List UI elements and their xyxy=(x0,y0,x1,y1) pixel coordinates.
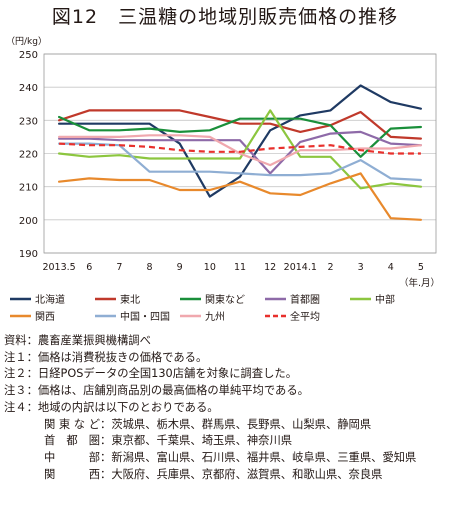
series-line xyxy=(57,109,422,190)
region-row: 関西 ： 大阪府、兵庫県、京都府、滋賀県、和歌山県、奈良県 xyxy=(44,467,383,481)
x-tick-label: 2 xyxy=(327,262,333,273)
y-tick-label: 220 xyxy=(19,150,38,161)
x-tick-label: 6 xyxy=(86,262,92,273)
series-line xyxy=(57,172,422,221)
legend-label: 関東など xyxy=(205,293,245,306)
x-tick-label: 8 xyxy=(147,262,153,273)
legend-label: 関西 xyxy=(35,311,55,323)
series-line xyxy=(57,130,422,175)
note-source: 資料： 農畜産業振興機構調べ xyxy=(4,334,151,347)
y-tick-label: 210 xyxy=(19,183,38,194)
legend-label: 九州 xyxy=(205,311,225,323)
note-1: 注１： 価格は消費税抜きの価格である。 xyxy=(4,350,208,364)
series-line xyxy=(57,84,422,198)
legend-label: 東北 xyxy=(120,293,140,306)
y-tick-label: 250 xyxy=(19,50,38,61)
series-line xyxy=(57,134,422,167)
x-axis-unit-label: （年.月） xyxy=(399,277,440,289)
plot-frame xyxy=(43,53,437,254)
x-tick-label: 9 xyxy=(177,262,183,273)
y-tick-label: 200 xyxy=(19,216,38,227)
figure-title: 図12 三温糖の地域別販売価格の推移 xyxy=(51,6,399,28)
x-tick-label: 10 xyxy=(204,262,216,273)
legend-label: 北海道 xyxy=(35,293,65,306)
x-tick-label: 3 xyxy=(358,262,364,273)
notes: 資料： 農畜産業振興機構調べ 注１： 価格は消費税抜きの価格である。 注２： 日… xyxy=(4,333,448,483)
x-tick-label: 11 xyxy=(234,262,246,273)
note-2: 注２： 日経POSデータの全国130店舗を対象に調査した。 xyxy=(4,367,297,381)
series-line xyxy=(57,109,422,140)
series-line xyxy=(57,115,422,158)
note-3: 注３： 価格は、店舗別商品別の最高価格の単純平均である。 xyxy=(4,384,309,398)
x-tick-label: 5 xyxy=(418,262,424,273)
legend-label: 中国・四国 xyxy=(120,310,170,323)
legend-label: 全平均 xyxy=(290,310,320,323)
region-row: 中部 ： 新潟県、富山県、石川県、福井県、岐阜県、三重県、愛知県 xyxy=(44,450,417,464)
region-row: 首都圏 ： 東京都、千葉県、埼玉県、神奈川県 xyxy=(44,434,293,448)
x-tick-label: 4 xyxy=(388,262,394,273)
line-chart: 190 200 210 220 230 240 250 （円/kg） 2013.5 6 7 8 9 10 1… xyxy=(6,36,440,323)
y-tick-label: 190 xyxy=(19,249,38,260)
note-4: 注４： 地域の内訳は以下のとおりである。 xyxy=(4,400,219,414)
legend-label: 中部 xyxy=(375,293,395,306)
y-axis-unit-label: （円/kg） xyxy=(6,36,47,47)
legend-label: 首都圏 xyxy=(290,293,320,306)
x-tick-label: 2014.1 xyxy=(284,262,317,273)
x-tick-label: 7 xyxy=(116,262,122,273)
region-row: 関東など ： 茨城県、栃木県、群馬県、長野県、山梨県、静岡県 xyxy=(44,417,372,431)
y-tick-label: 230 xyxy=(19,116,38,127)
x-tick-label: 2013.5 xyxy=(42,262,75,273)
series-line xyxy=(59,142,421,155)
x-tick-label: 12 xyxy=(264,262,276,273)
y-tick-label: 240 xyxy=(19,83,38,94)
